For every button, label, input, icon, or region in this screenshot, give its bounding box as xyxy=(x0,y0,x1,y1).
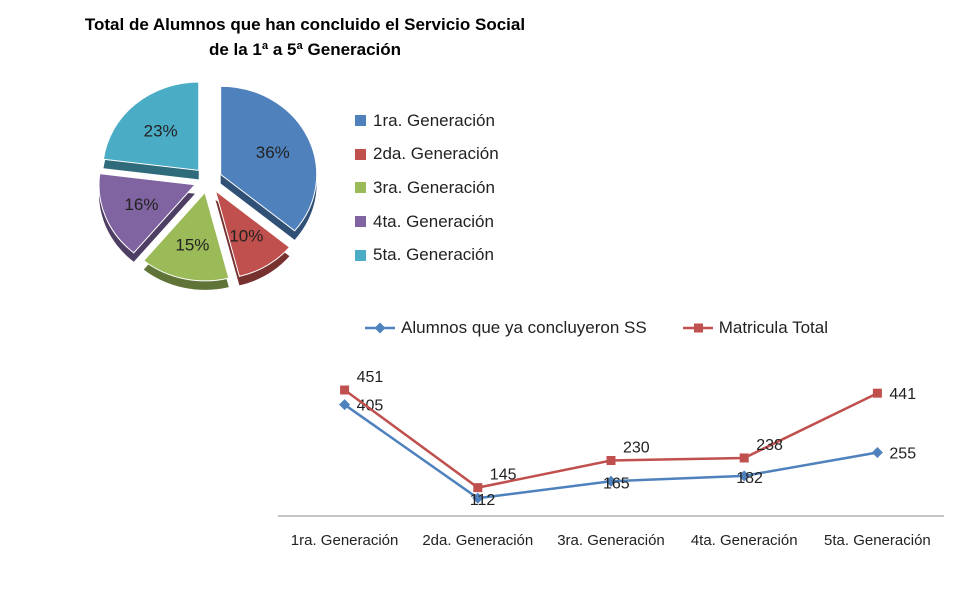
line-series-1: 405 112 165 182 255 xyxy=(339,398,916,509)
pie-legend-label: 5ta. Generación xyxy=(373,245,494,265)
pie-slice-5: 23% xyxy=(102,81,200,180)
data-point xyxy=(472,492,484,504)
pie-slice-label: 16% xyxy=(124,195,158,214)
x-tick-label: 5ta. Generación xyxy=(824,532,931,549)
line-legend-item: Matricula Total xyxy=(682,318,828,338)
pie-legend-swatch xyxy=(355,182,366,194)
pie-slice-1: 36% xyxy=(220,85,318,240)
pie-title: Total de Alumnos que han concluido el Se… xyxy=(40,12,570,62)
pie-slice-face xyxy=(143,191,230,282)
pie-slice-2: 10% xyxy=(214,189,291,286)
pie-slice-face xyxy=(102,81,200,171)
pie-legend-label: 2da. Generación xyxy=(373,144,499,164)
pie-legend-label: 1ra. Generación xyxy=(373,110,495,130)
pie-slice-face xyxy=(98,173,197,254)
pie-legend-swatch xyxy=(355,216,366,228)
data-label: 112 xyxy=(470,492,496,509)
pie-legend-item: 2da. Generación xyxy=(355,138,499,172)
data-point xyxy=(473,483,483,493)
pie-legend-swatch xyxy=(355,249,366,261)
line-legend-item: Alumnos que ya concluyeron SS xyxy=(365,318,647,338)
series-line xyxy=(343,388,878,489)
data-label: 238 xyxy=(756,437,783,454)
data-point xyxy=(739,453,749,463)
pie-slice-label: 23% xyxy=(144,122,178,141)
data-point xyxy=(871,447,883,459)
pie-title-line2: de la 1ª a 5ª Generación xyxy=(208,40,402,59)
data-label: 255 xyxy=(889,446,916,463)
pie-slice-4: 16% xyxy=(98,173,197,262)
pie-slice-3: 15% xyxy=(143,191,230,290)
pie-slice-label: 15% xyxy=(175,235,209,254)
data-label: 441 xyxy=(889,386,916,403)
x-tick-label: 2da. Generación xyxy=(422,532,533,549)
pie-legend-label: 4ta. Generación xyxy=(373,211,494,231)
data-label: 145 xyxy=(490,467,517,484)
data-point xyxy=(605,475,617,487)
data-label: 182 xyxy=(736,470,763,487)
data-label: 230 xyxy=(623,440,650,457)
diamond-marker-icon xyxy=(365,322,395,334)
pie-legend-swatch xyxy=(355,115,366,127)
pie-slice-label: 10% xyxy=(229,227,263,246)
data-point xyxy=(606,456,616,466)
pie-legend-item: 4ta. Generación xyxy=(355,205,499,239)
line-legend-label: Matricula Total xyxy=(718,318,828,337)
pie-legend: 1ra. Generación 2da. Generación 3ra. Gener… xyxy=(355,104,499,272)
pie-slice-face xyxy=(214,189,291,278)
data-label: 451 xyxy=(357,369,384,386)
pie-chart: 36% 10% 15% 16% 23% xyxy=(98,81,318,290)
data-point xyxy=(738,470,750,482)
line-series-2: 451 145 230 238 441 xyxy=(340,369,916,493)
line-legend-label: Alumnos que ya concluyeron SS xyxy=(401,318,647,337)
data-point xyxy=(339,399,351,411)
x-tick-label: 4ta. Generación xyxy=(691,532,798,549)
x-tick-label: 1ra. Generación xyxy=(291,532,399,549)
square-marker-icon xyxy=(682,323,713,333)
pie-legend-label: 3ra. Generación xyxy=(373,177,495,197)
pie-legend-item: 1ra. Generación xyxy=(355,104,499,138)
pie-title-line1: Total de Alumnos que han concluido el Se… xyxy=(84,15,526,34)
pie-slice-face xyxy=(220,85,318,232)
x-tick-label: 3ra. Generación xyxy=(557,532,665,549)
pie-legend-item: 3ra. Generación xyxy=(355,171,499,205)
pie-legend-item: 5ta. Generación xyxy=(355,238,499,272)
line-legend: Alumnos que ya concluyeron SS Matricula T… xyxy=(365,318,864,338)
pie-slice-label: 36% xyxy=(256,143,290,162)
pie-legend-swatch xyxy=(355,148,366,160)
data-label: 165 xyxy=(603,475,630,492)
data-point xyxy=(872,388,882,398)
data-point xyxy=(340,385,350,395)
data-label: 405 xyxy=(357,398,384,415)
